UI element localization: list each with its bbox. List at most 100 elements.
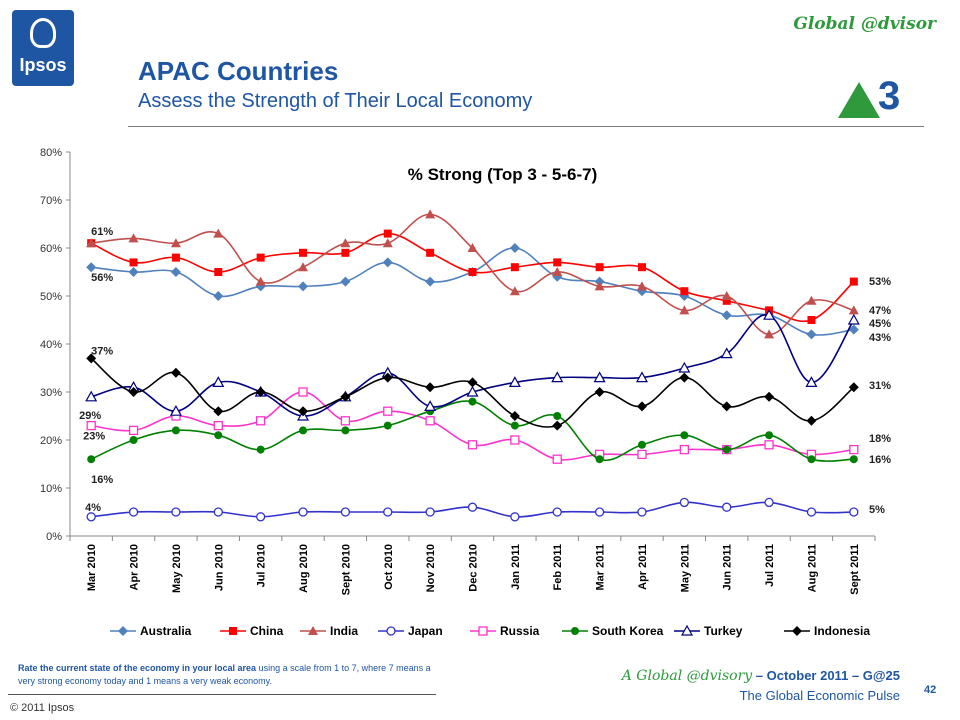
end-data-label: 18% — [869, 433, 891, 445]
end-data-label: 5% — [869, 504, 885, 516]
legend-item: China — [220, 624, 284, 638]
data-point — [308, 626, 318, 635]
data-point — [213, 406, 224, 417]
data-point — [382, 372, 393, 383]
end-data-label: 47% — [869, 305, 891, 317]
data-point — [341, 426, 350, 435]
series-japan — [86, 497, 859, 522]
data-point — [553, 412, 562, 420]
data-point — [722, 502, 732, 512]
legend-item: Turkey — [674, 624, 743, 638]
x-tick-label: Jun 2010 — [213, 544, 225, 591]
data-point — [299, 248, 308, 257]
start-data-label: 56% — [91, 272, 113, 284]
data-point — [170, 238, 181, 248]
legend-label: Russia — [500, 624, 540, 638]
data-point — [805, 376, 818, 387]
data-point — [340, 391, 351, 402]
data-point — [848, 324, 859, 335]
series-line-australia — [91, 247, 854, 336]
data-point — [170, 367, 181, 378]
ipsos-logo: Ipsos — [12, 10, 74, 86]
data-point — [424, 400, 437, 411]
question-rest: using a scale from 1 to 7, where 7 means… — [18, 663, 431, 686]
data-point — [383, 421, 392, 430]
series-line-south-korea — [90, 400, 854, 462]
x-tick-label: May 2010 — [171, 544, 183, 593]
data-point — [764, 440, 774, 450]
data-point — [340, 276, 351, 287]
data-point — [298, 507, 308, 517]
logo-head-icon — [30, 18, 56, 48]
data-point — [86, 512, 96, 522]
data-point — [255, 387, 266, 397]
series-south-korea — [87, 397, 858, 464]
data-point — [383, 229, 392, 238]
data-point — [849, 277, 858, 286]
data-point — [806, 329, 817, 340]
data-point — [128, 233, 139, 243]
question-bold: Rate the current state of the economy in… — [18, 663, 257, 673]
data-point — [510, 435, 520, 445]
data-point — [593, 371, 606, 383]
data-point — [170, 267, 181, 277]
data-point — [508, 376, 521, 387]
x-tick-label: Jun 2011 — [722, 544, 734, 590]
data-point — [721, 401, 732, 412]
y-tick-label: 30% — [40, 387, 62, 399]
data-point — [468, 397, 477, 406]
data-point — [594, 281, 605, 291]
data-point — [386, 626, 396, 636]
data-point — [478, 626, 488, 636]
data-point — [86, 238, 97, 248]
data-point — [680, 431, 689, 440]
legend-label: China — [250, 624, 284, 638]
footer-divider — [8, 694, 436, 695]
data-point — [426, 248, 435, 257]
legend-item: Russia — [470, 624, 540, 638]
data-point — [807, 316, 816, 324]
data-point — [847, 313, 860, 325]
start-data-label: 16% — [91, 474, 113, 486]
footer-pulse: The Global Economic Pulse — [739, 688, 900, 703]
data-point — [467, 440, 478, 450]
data-point — [849, 507, 859, 517]
data-point — [383, 507, 393, 517]
data-point — [680, 287, 689, 296]
end-data-label: 16% — [869, 454, 891, 466]
indicator-value: 3 — [878, 74, 901, 118]
x-tick-label: May 2011 — [679, 544, 691, 592]
page-subtitle: Assess the Strength of Their Local Econo… — [138, 90, 533, 112]
legend-label: Indonesia — [814, 624, 870, 638]
legend-item: India — [300, 624, 358, 638]
data-point — [171, 253, 180, 262]
data-point — [552, 454, 562, 464]
data-point — [594, 507, 605, 517]
end-data-label: 53% — [869, 276, 891, 288]
data-point — [509, 286, 520, 296]
data-point — [595, 455, 604, 464]
data-point — [721, 291, 732, 300]
header-divider — [128, 126, 924, 127]
data-point — [679, 444, 689, 455]
data-point — [128, 267, 139, 277]
data-point — [637, 507, 647, 517]
data-point — [764, 391, 775, 402]
x-tick-label: Aug 2010 — [298, 544, 310, 593]
data-point — [256, 512, 266, 522]
legend-label: India — [330, 624, 358, 638]
data-point — [467, 502, 478, 512]
x-tick-label: Dec 2010 — [468, 544, 480, 592]
data-point — [679, 372, 690, 383]
data-point — [340, 416, 351, 426]
data-point — [807, 455, 816, 464]
data-point — [849, 444, 859, 455]
data-point — [129, 258, 138, 267]
x-tick-label: Mar 2011 — [595, 544, 607, 590]
data-point — [213, 507, 223, 517]
x-tick-label: Jul 2010 — [256, 544, 268, 587]
x-tick-label: Apr 2011 — [637, 544, 649, 590]
data-point — [680, 624, 694, 636]
data-point — [425, 209, 436, 219]
data-point — [171, 426, 180, 435]
